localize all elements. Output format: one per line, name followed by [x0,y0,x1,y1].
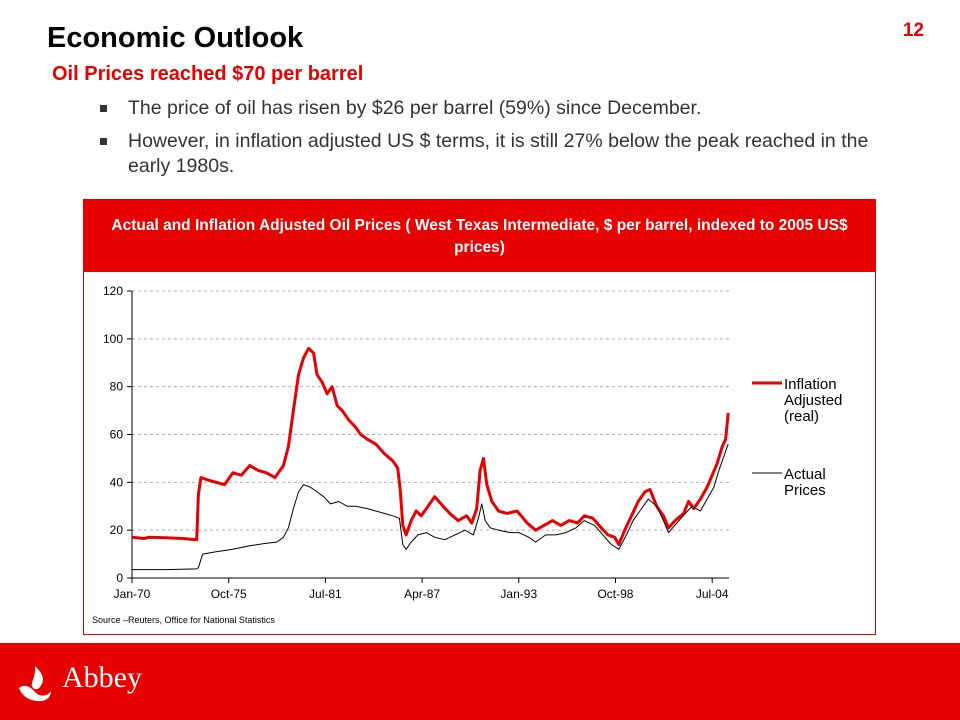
x-tick-label: Jul-81 [309,587,342,601]
bullet-list: The price of oil has risen by $26 per ba… [100,96,880,187]
x-tick-label: Oct-75 [211,587,247,601]
x-tick-label: Apr-87 [404,587,440,601]
slide-title: Economic Outlook [47,22,304,54]
y-tick-label: 80 [110,380,124,394]
x-tick-label: Jan-93 [500,587,537,601]
slide-subtitle: Oil Prices reached $70 per barrel [52,63,364,85]
legend-label: Prices [784,482,826,499]
x-tick-label: Oct-98 [597,587,633,601]
chart-source: Source –Reuters, Office for National Sta… [92,615,275,625]
chart-panel: Actual and Inflation Adjusted Oil Prices… [83,199,876,635]
y-tick-label: 40 [110,475,124,489]
bullet-text: The price of oil has risen by $26 per ba… [128,97,702,119]
legend-label: Actual [784,466,826,483]
bullet-text: However, in inflation adjusted US $ term… [128,130,869,177]
series-line-actual [132,443,729,571]
bullet-item: The price of oil has risen by $26 per ba… [100,96,880,121]
y-tick-label: 20 [110,523,124,537]
x-tick-label: Jul-04 [696,587,729,601]
page-number: 12 [902,20,924,41]
bullet-square-icon [100,105,107,112]
x-tick-label: Jan-70 [114,587,151,601]
legend-label: Inflation [784,376,837,393]
brand-name: Abbey [62,661,142,694]
y-tick-label: 0 [116,571,123,585]
footer-bar: Abbey [0,643,960,720]
legend-label: (real) [784,408,819,425]
chart-header: Actual and Inflation Adjusted Oil Prices… [84,200,875,272]
y-tick-label: 100 [103,332,123,346]
oil-price-chart: 0 20 40 60 80 100 120 Jan-70 Oct-75 Jul-81 Apr-87 J… [103,284,842,601]
legend-label: Adjusted [784,392,842,409]
y-tick-label: 120 [103,284,123,298]
flame-logo-icon [19,666,51,702]
y-tick-label: 60 [110,428,124,442]
bullet-item: However, in inflation adjusted US $ term… [100,129,880,179]
bullet-square-icon [100,138,107,145]
series-line-real [131,346,730,546]
